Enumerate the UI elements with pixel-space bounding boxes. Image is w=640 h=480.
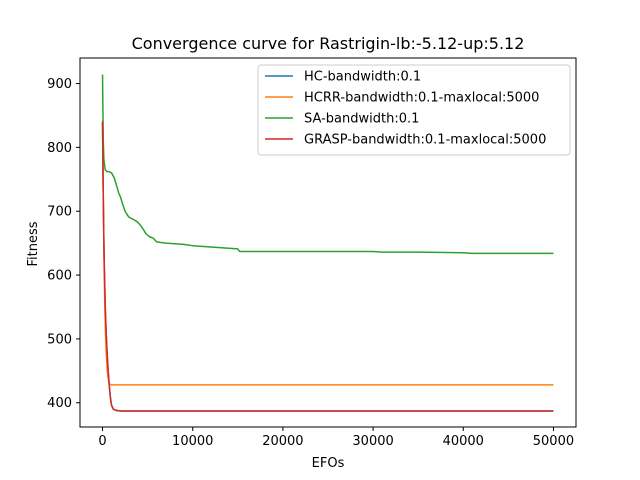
x-tick-label: 0 [98, 434, 106, 449]
y-tick-label: 600 [47, 269, 72, 284]
x-axis: 0 10000 20000 30000 40000 50000 [98, 427, 574, 449]
plot-area [101, 74, 554, 412]
y-axis: 400 500 600 700 800 900 [47, 77, 80, 411]
legend-label: GRASP-bandwidth:0.1-maxlocal:5000 [304, 133, 546, 148]
chart-title: Convergence curve for Rastrigin-lb:-5.12… [132, 34, 525, 53]
plot-frame [79, 57, 577, 428]
legend-box [257, 64, 571, 156]
y-tick-label: 900 [47, 77, 72, 92]
x-tick-label: 20000 [262, 434, 303, 449]
y-tick-label: 500 [47, 332, 72, 347]
legend-label: HCRR-bandwidth:0.1-maxlocal:5000 [304, 91, 539, 106]
series-line-4 [101, 121, 554, 412]
y-tick-label: 400 [47, 396, 72, 411]
legend-label: SA-bandwidth:0.1 [304, 112, 419, 127]
y-axis-label: Fitness [26, 221, 41, 266]
legend: HC-bandwidth:0.1 HCRR-bandwidth:0.1-maxlo… [257, 64, 571, 156]
legend-label: HC-bandwidth:0.1 [304, 70, 421, 85]
series-line-3 [101, 74, 554, 255]
x-tick-label: 10000 [172, 434, 213, 449]
x-tick-label: 40000 [443, 434, 484, 449]
x-tick-label: 50000 [533, 434, 574, 449]
y-tick-label: 800 [47, 141, 72, 156]
y-tick-label: 700 [47, 205, 72, 220]
x-axis-label: EFOs [312, 456, 345, 471]
x-tick-label: 30000 [352, 434, 393, 449]
